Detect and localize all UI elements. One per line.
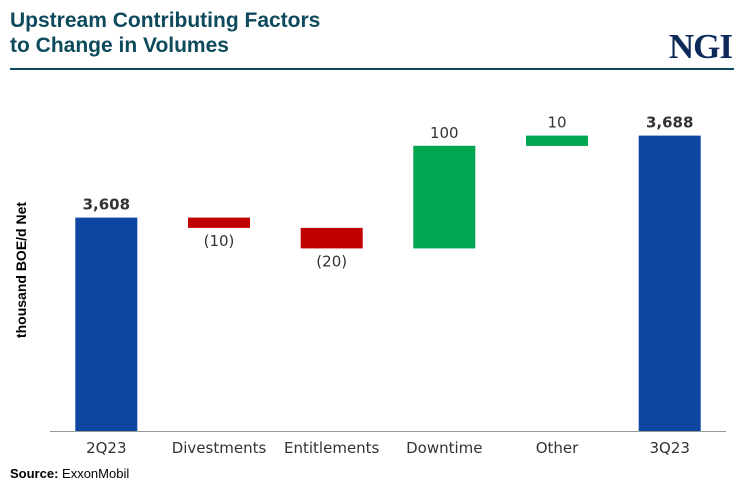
source-note: Source: ExxonMobil xyxy=(10,466,129,481)
x-tick-label-3q23: 3Q23 xyxy=(649,439,689,457)
bar-divestments xyxy=(188,217,250,228)
y-axis-label: thousand BOE/d Net xyxy=(13,202,29,338)
chart-title: Upstream Contributing Factors to Change … xyxy=(10,8,570,58)
data-label-downtime: 100 xyxy=(430,124,459,142)
data-label-other: 10 xyxy=(547,114,566,132)
x-tick-label-entitlements: Entitlements xyxy=(284,439,380,457)
waterfall-chart: 3,608 2Q23 (10) Divestments (20) Entitlements… xyxy=(13,114,726,457)
title-line-1: Upstream Contributing Factors xyxy=(10,9,321,32)
source-text: ExxonMobil xyxy=(62,466,130,481)
data-label-divestments: (10) xyxy=(204,232,235,250)
ngi-logo: NGI xyxy=(668,27,733,66)
x-tick-label-other: Other xyxy=(536,439,579,457)
bar-other xyxy=(526,135,588,146)
bar-3q23 xyxy=(638,135,701,431)
header-divider xyxy=(10,68,734,70)
x-tick-label-2q23: 2Q23 xyxy=(86,439,126,457)
chart-marks: 3,608 2Q23 (10) Divestments (20) Entitlements… xyxy=(75,114,701,457)
data-label-entitlements: (20) xyxy=(316,252,347,270)
bar-entitlements xyxy=(300,227,363,249)
x-tick-label-divestments: Divestments xyxy=(172,439,267,457)
x-tick-label-downtime: Downtime xyxy=(406,439,482,457)
bar-downtime xyxy=(413,145,476,249)
title-line-2: to Change in Volumes xyxy=(10,34,229,57)
data-label-2q23: 3,608 xyxy=(83,196,130,214)
source-label: Source: xyxy=(10,466,59,481)
bar-2q23 xyxy=(75,217,138,431)
data-label-3q23: 3,688 xyxy=(646,114,693,132)
